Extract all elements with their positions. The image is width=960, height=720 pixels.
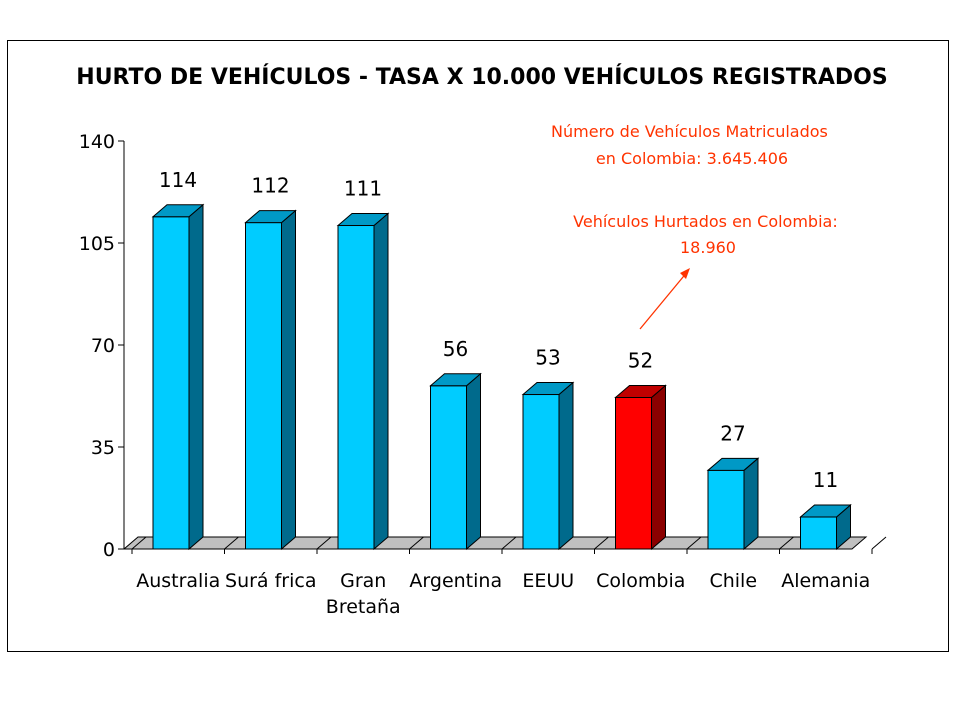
x-tick-label: Surá frica bbox=[225, 570, 316, 592]
bar-front bbox=[430, 385, 467, 550]
bar bbox=[244, 209, 297, 551]
bar bbox=[429, 372, 482, 551]
bar bbox=[151, 203, 205, 551]
floor-divider bbox=[501, 536, 517, 550]
y-axis: 0 35 70 105 140 bbox=[79, 131, 125, 561]
bar-top bbox=[429, 373, 482, 387]
bar-side bbox=[281, 209, 296, 551]
x-tick-label: EEUU bbox=[522, 570, 574, 592]
y-tick-label: 105 bbox=[79, 233, 115, 255]
data-label: 114 bbox=[159, 168, 197, 192]
floor-divider bbox=[779, 536, 794, 550]
data-label: 11 bbox=[813, 468, 838, 492]
data-label: 53 bbox=[535, 346, 560, 370]
bar-front bbox=[800, 516, 837, 550]
floor-divider bbox=[316, 536, 332, 550]
x-tick-label: Colombia bbox=[596, 570, 685, 592]
chart-title: HURTO DE VEHÍCULOS - TASA X 10.000 VEHÍC… bbox=[76, 64, 887, 90]
x-tick-label: Gran Bretaña bbox=[326, 570, 401, 618]
bar bbox=[799, 503, 852, 551]
bar-top bbox=[244, 210, 297, 224]
bar bbox=[614, 384, 667, 551]
bar-top bbox=[706, 457, 760, 471]
bar-top bbox=[521, 382, 575, 396]
bar-side bbox=[558, 381, 574, 551]
value-labels: 114 112 111 56 53 52 27 11 bbox=[159, 168, 838, 492]
bar-top bbox=[614, 384, 667, 398]
floor-divider bbox=[409, 536, 424, 550]
annotation-arrow bbox=[639, 270, 689, 330]
annotation-registered-vehicles: Número de Vehículos Matriculados en Colo… bbox=[551, 122, 833, 168]
annotation-stolen-vehicles: Vehículos Hurtados en Colombia: 18.960 bbox=[573, 212, 843, 257]
data-label: 27 bbox=[720, 421, 745, 445]
data-label: 56 bbox=[443, 337, 468, 361]
y-tick-label: 70 bbox=[91, 335, 115, 357]
bar-side bbox=[651, 384, 666, 551]
y-tick-label: 35 bbox=[91, 437, 115, 459]
data-label: 111 bbox=[344, 177, 382, 201]
data-label: 112 bbox=[251, 174, 289, 198]
bar-side bbox=[466, 372, 481, 551]
x-tick-label: Australia bbox=[136, 570, 220, 592]
bar-series bbox=[151, 203, 852, 551]
bar-top bbox=[336, 213, 390, 227]
x-tick-label: Alemania bbox=[781, 570, 870, 592]
bar-front bbox=[337, 225, 375, 550]
annotations: Número de Vehículos Matriculados en Colo… bbox=[551, 122, 843, 330]
bar bbox=[336, 212, 390, 551]
bar-front bbox=[707, 469, 745, 550]
floor-divider bbox=[594, 536, 609, 550]
annotation-arrow-head bbox=[680, 268, 690, 279]
floor-divider bbox=[224, 536, 239, 550]
y-tick-label: 140 bbox=[79, 131, 115, 153]
floor-divider bbox=[871, 536, 887, 550]
bar-front bbox=[152, 216, 190, 550]
bar-front bbox=[245, 222, 282, 550]
y-tick-label: 0 bbox=[103, 539, 115, 561]
bar-top bbox=[799, 504, 852, 518]
bar-chart: HURTO DE VEHÍCULOS - TASA X 10.000 VEHÍC… bbox=[76, 64, 887, 618]
floor-plane bbox=[122, 536, 868, 550]
bar bbox=[521, 381, 575, 551]
chart-frame: HURTO DE VEHÍCULOS - TASA X 10.000 VEHÍC… bbox=[7, 40, 949, 652]
chart-floor bbox=[122, 536, 887, 554]
bar-top bbox=[151, 204, 205, 218]
x-tick-label: Argentina bbox=[409, 570, 502, 592]
data-label: 52 bbox=[628, 348, 653, 372]
bar-side bbox=[373, 212, 389, 551]
category-labels: Australia Surá frica Gran Bretaña Argentina E… bbox=[136, 570, 870, 618]
bar-side bbox=[743, 457, 759, 551]
bar-front bbox=[615, 396, 652, 550]
bar-front bbox=[522, 394, 560, 550]
x-tick-label: Chile bbox=[709, 570, 757, 592]
floor-divider bbox=[131, 536, 147, 550]
bar bbox=[706, 457, 760, 551]
bar-side bbox=[188, 203, 204, 551]
floor-divider bbox=[686, 536, 702, 550]
